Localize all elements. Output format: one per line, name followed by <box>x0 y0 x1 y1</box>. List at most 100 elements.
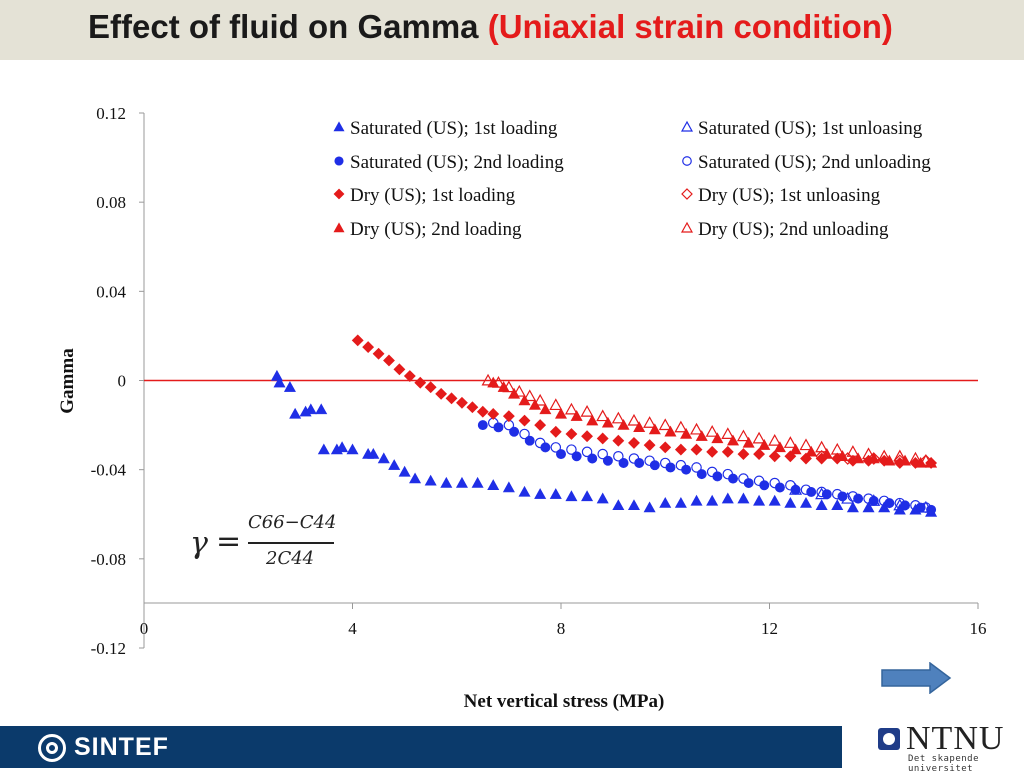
data-point-dry-us-2nd-loading <box>925 456 938 468</box>
data-point-dry-us-1st-loading <box>424 381 437 394</box>
data-point-saturated-us-1st-loading <box>831 499 844 511</box>
data-point-saturated-us-2nd-loading <box>712 471 723 482</box>
data-point-saturated-us-1st-loading <box>440 476 453 488</box>
data-point-dry-us-2nd-loading <box>852 452 865 464</box>
data-point-saturated-us-1st-loading <box>388 459 401 470</box>
data-point-dry-us-2nd-loading <box>601 416 614 428</box>
data-point-saturated-us-2nd-loading <box>868 495 879 506</box>
data-point-saturated-us-2nd-loading <box>790 484 801 495</box>
data-point-saturated-us-2nd-loading <box>915 502 926 513</box>
data-point-dry-us-2nd-unloading <box>611 411 625 424</box>
data-point-dry-us-1st-loading <box>643 439 656 452</box>
data-point-saturated-us-2nd-unloading <box>613 451 624 462</box>
data-point-saturated-us-1st-loading <box>336 441 349 453</box>
data-point-saturated-us-1st-loading <box>289 407 302 419</box>
data-point-dry-us-1st-loading <box>659 441 672 454</box>
data-point-dry-us-2nd-loading <box>867 452 880 464</box>
data-point-dry-us-2nd-loading <box>883 454 896 466</box>
data-point-saturated-us-1st-loading <box>784 496 797 508</box>
data-point-dry-us-2nd-loading <box>633 421 646 433</box>
formula-equals: = <box>216 524 242 559</box>
data-point-saturated-us-1st-loading <box>737 492 750 504</box>
data-point-dry-us-2nd-loading <box>497 381 510 392</box>
data-point-saturated-us-1st-loading <box>581 490 594 502</box>
data-point-dry-us-2nd-unloading <box>533 393 547 406</box>
data-point-dry-us-1st-loading <box>466 401 479 414</box>
data-point-saturated-us-1st-loading <box>674 496 687 508</box>
data-point-dry-us-1st-loading <box>362 341 375 353</box>
data-point-saturated-us-2nd-loading <box>556 449 566 460</box>
slide-title: Effect of fluid on Gamma (Uniaxial strai… <box>88 8 893 46</box>
data-point-dry-us-2nd-loading <box>820 447 833 459</box>
data-point-dry-us-2nd-unloading <box>564 402 578 415</box>
data-point-dry-us-1st-loading <box>456 396 468 409</box>
data-point-dry-us-1st-loading <box>706 445 719 458</box>
legend-label: Saturated (US); 1st unloasing <box>698 118 923 139</box>
data-point-dry-us-2nd-loading <box>914 456 927 468</box>
data-point-dry-us-2nd-unloading <box>674 420 688 433</box>
data-point-saturated-us-2nd-loading <box>509 426 520 437</box>
data-point-saturated-us-1st-loading <box>534 488 547 499</box>
data-point-saturated-us-1st-loading <box>377 452 390 464</box>
data-point-dry-us-1st-loading <box>383 354 395 367</box>
data-point-saturated-us-1st-loading <box>315 403 328 415</box>
y-tick-label: 0.08 <box>96 193 126 212</box>
data-point-dry-us-1st-loading <box>737 448 750 460</box>
data-point-saturated-us-1st-loading <box>424 474 437 486</box>
data-point-saturated-us-1st-loading <box>283 381 296 392</box>
data-point-dry-us-1st-loading <box>534 419 547 432</box>
data-point-dry-us-2nd-unloading <box>736 429 750 442</box>
data-point-saturated-us-2nd-loading <box>540 442 551 453</box>
data-point-dry-us-1st-loading <box>372 347 385 360</box>
data-point-saturated-us-1st-loading <box>565 490 578 502</box>
legend-label: Dry (US); 1st loading <box>350 185 516 206</box>
data-point-saturated-us-2nd-loading <box>821 489 832 500</box>
data-point-dry-us-1st-loading <box>581 430 593 443</box>
data-point-saturated-us-1st-loading <box>862 501 875 513</box>
data-point-dry-us-1st-loading <box>768 450 781 463</box>
data-point-saturated-us-1st-loading <box>502 481 515 493</box>
data-point-saturated-us-2nd-unloading <box>597 448 608 460</box>
data-point-saturated-us-2nd-loading <box>524 435 535 446</box>
data-point-dry-us-2nd-unloading <box>830 442 844 455</box>
legend-marker <box>680 221 694 233</box>
y-tick-label: -0.04 <box>91 461 127 480</box>
data-point-saturated-us-1st-loading <box>367 447 380 459</box>
data-point-saturated-us-1st-loading <box>799 496 812 508</box>
data-point-saturated-us-2nd-loading <box>477 420 488 431</box>
title-subtitle: (Uniaxial strain condition) <box>487 8 893 45</box>
data-point-dry-us-1st-loading <box>476 405 489 418</box>
data-point-saturated-us-2nd-loading <box>759 480 770 491</box>
ntnu-logo: NTNU Det skapende universitet <box>876 720 1016 774</box>
data-point-dry-us-1st-loading <box>690 443 703 456</box>
data-point-dry-us-2nd-unloading <box>752 431 766 444</box>
data-point-saturated-us-2nd-loading <box>900 500 911 511</box>
data-point-saturated-us-1st-loading <box>596 492 609 504</box>
formula-gamma: γ <box>190 526 208 561</box>
legend-label: Saturated (US); 2nd loading <box>350 152 564 173</box>
data-point-saturated-us-2nd-loading <box>587 453 598 464</box>
x-tick-label: 12 <box>761 619 778 638</box>
data-point-dry-us-2nd-loading <box>554 407 568 419</box>
data-point-dry-us-1st-loading <box>518 414 531 427</box>
data-point-saturated-us-2nd-loading <box>743 478 754 489</box>
title-main: Effect of fluid on Gamma <box>88 8 488 45</box>
data-point-dry-us-2nd-unloading <box>481 373 495 386</box>
data-point-saturated-us-1st-loading <box>455 476 468 488</box>
data-point-dry-us-2nd-loading <box>586 414 599 426</box>
data-point-saturated-us-2nd-unloading <box>550 442 562 453</box>
data-point-saturated-us-2nd-loading <box>806 486 817 497</box>
title-bar <box>0 0 1024 60</box>
data-point-dry-us-2nd-loading <box>518 394 531 406</box>
data-point-dry-us-2nd-unloading <box>799 438 813 451</box>
data-point-saturated-us-1st-loading <box>706 494 719 506</box>
legend-marker <box>681 188 693 200</box>
data-point-dry-us-2nd-loading <box>570 410 583 421</box>
data-point-saturated-us-2nd-loading <box>837 491 848 502</box>
data-point-dry-us-1st-loading <box>414 376 427 389</box>
right-arrow-icon[interactable] <box>880 662 952 694</box>
y-tick-label: 0 <box>118 372 127 391</box>
data-point-dry-us-2nd-unloading <box>783 436 797 448</box>
x-tick-label: 4 <box>348 619 357 638</box>
legend-label: Saturated (US); 1st loading <box>350 118 558 139</box>
